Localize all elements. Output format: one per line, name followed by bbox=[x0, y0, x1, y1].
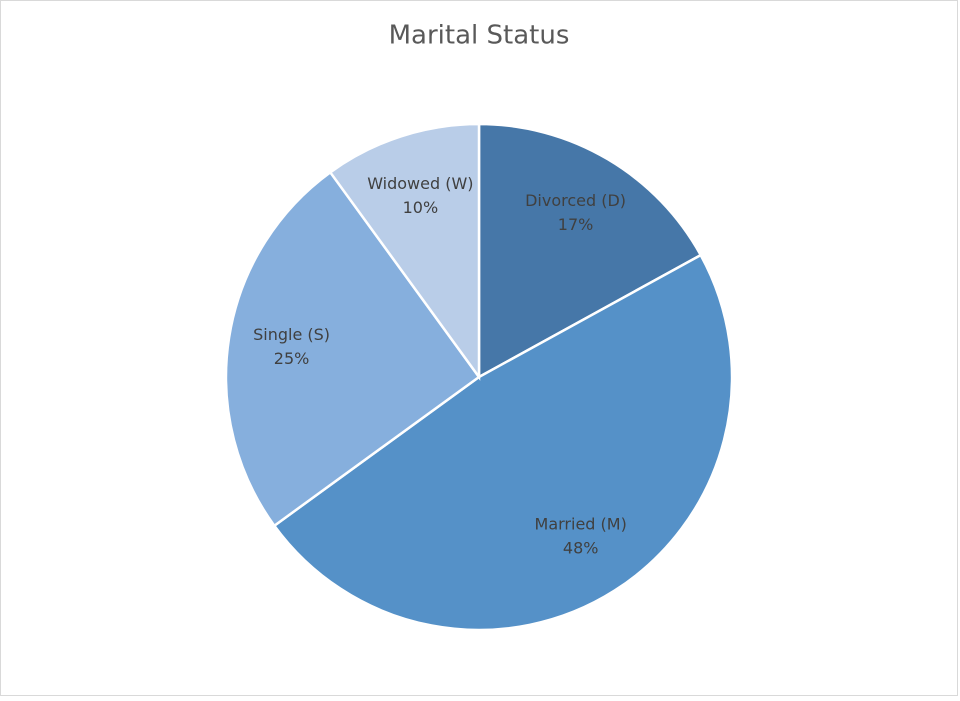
slice-value: 25% bbox=[274, 349, 310, 368]
pie-slice bbox=[328, 122, 481, 381]
slice-name: Married (M) bbox=[535, 515, 627, 534]
pie-slice bbox=[272, 253, 734, 632]
slice-value: 17% bbox=[558, 215, 594, 234]
pie-slice bbox=[224, 170, 481, 528]
slice-name: Single (S) bbox=[253, 325, 330, 344]
pie-slice bbox=[477, 122, 703, 380]
slice-name: Widowed (W) bbox=[367, 174, 473, 193]
slice-value: 48% bbox=[563, 539, 599, 558]
slice-value: 10% bbox=[403, 198, 439, 217]
chart-title: Marital Status bbox=[389, 21, 570, 51]
slice-name: Divorced (D) bbox=[525, 191, 626, 210]
